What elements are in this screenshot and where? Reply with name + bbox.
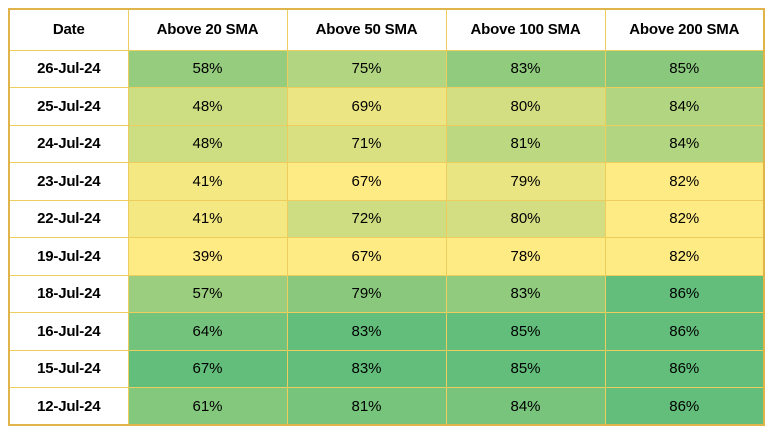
column-header-above-20-sma: Above 20 SMA (127, 8, 288, 51)
value-cell: 58% (127, 49, 288, 88)
table-header-row: Date Above 20 SMA Above 50 SMA Above 100… (8, 8, 765, 51)
value-cell: 85% (445, 312, 606, 351)
value-cell: 64% (127, 312, 288, 351)
value-cell: 79% (445, 162, 606, 201)
date-cell: 24-Jul-24 (8, 124, 129, 163)
value-cell: 86% (604, 349, 765, 388)
table-body: 26-Jul-24 58% 75% 83% 85% 25-Jul-24 48% 69% 80% 8… (8, 49, 765, 426)
value-cell: 57% (127, 274, 288, 313)
value-cell: 82% (604, 237, 765, 276)
value-cell: 41% (127, 162, 288, 201)
value-cell: 83% (286, 312, 447, 351)
value-cell: 86% (604, 274, 765, 313)
value-cell: 83% (445, 274, 606, 313)
value-cell: 82% (604, 162, 765, 201)
value-cell: 84% (604, 87, 765, 126)
table-row: 19-Jul-24 39% 67% 78% 82% (8, 237, 765, 276)
value-cell: 67% (286, 162, 447, 201)
column-header-above-100-sma: Above 100 SMA (445, 8, 606, 51)
value-cell: 41% (127, 199, 288, 238)
value-cell: 78% (445, 237, 606, 276)
table-row: 12-Jul-24 61% 81% 84% 86% (8, 387, 765, 426)
value-cell: 84% (604, 124, 765, 163)
value-cell: 48% (127, 124, 288, 163)
value-cell: 72% (286, 199, 447, 238)
date-cell: 12-Jul-24 (8, 387, 129, 426)
table-row: 16-Jul-24 64% 83% 85% 86% (8, 312, 765, 351)
value-cell: 80% (445, 87, 606, 126)
value-cell: 75% (286, 49, 447, 88)
date-cell: 16-Jul-24 (8, 312, 129, 351)
value-cell: 80% (445, 199, 606, 238)
table-row: 22-Jul-24 41% 72% 80% 82% (8, 199, 765, 238)
date-cell: 23-Jul-24 (8, 162, 129, 201)
sma-breadth-table-container: Date Above 20 SMA Above 50 SMA Above 100… (8, 8, 765, 426)
value-cell: 48% (127, 87, 288, 126)
table-row: 18-Jul-24 57% 79% 83% 86% (8, 274, 765, 313)
date-cell: 15-Jul-24 (8, 349, 129, 388)
column-header-date: Date (8, 8, 129, 51)
value-cell: 84% (445, 387, 606, 426)
value-cell: 85% (445, 349, 606, 388)
table-row: 23-Jul-24 41% 67% 79% 82% (8, 162, 765, 201)
value-cell: 81% (445, 124, 606, 163)
table-row: 15-Jul-24 67% 83% 85% 86% (8, 349, 765, 388)
value-cell: 81% (286, 387, 447, 426)
value-cell: 86% (604, 387, 765, 426)
value-cell: 83% (445, 49, 606, 88)
column-header-above-200-sma: Above 200 SMA (604, 8, 765, 51)
value-cell: 71% (286, 124, 447, 163)
value-cell: 67% (127, 349, 288, 388)
date-cell: 22-Jul-24 (8, 199, 129, 238)
table-row: 26-Jul-24 58% 75% 83% 85% (8, 49, 765, 88)
table-row: 24-Jul-24 48% 71% 81% 84% (8, 124, 765, 163)
column-header-above-50-sma: Above 50 SMA (286, 8, 447, 51)
table-row: 25-Jul-24 48% 69% 80% 84% (8, 87, 765, 126)
value-cell: 69% (286, 87, 447, 126)
date-cell: 25-Jul-24 (8, 87, 129, 126)
sma-breadth-table: Date Above 20 SMA Above 50 SMA Above 100… (8, 8, 765, 426)
value-cell: 85% (604, 49, 765, 88)
value-cell: 67% (286, 237, 447, 276)
value-cell: 86% (604, 312, 765, 351)
date-cell: 26-Jul-24 (8, 49, 129, 88)
value-cell: 61% (127, 387, 288, 426)
value-cell: 82% (604, 199, 765, 238)
date-cell: 18-Jul-24 (8, 274, 129, 313)
value-cell: 83% (286, 349, 447, 388)
value-cell: 39% (127, 237, 288, 276)
date-cell: 19-Jul-24 (8, 237, 129, 276)
value-cell: 79% (286, 274, 447, 313)
